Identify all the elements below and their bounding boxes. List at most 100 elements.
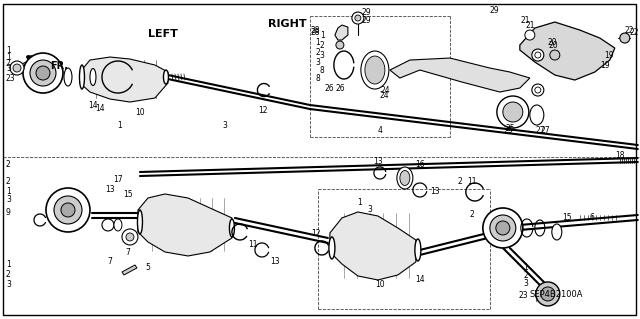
Ellipse shape	[552, 224, 562, 240]
Ellipse shape	[90, 69, 96, 85]
Ellipse shape	[365, 56, 385, 84]
Ellipse shape	[79, 65, 84, 89]
Text: LEFT: LEFT	[148, 29, 178, 39]
Text: 2: 2	[6, 58, 11, 68]
Text: 1: 1	[320, 31, 324, 40]
Polygon shape	[390, 58, 530, 92]
Text: 19: 19	[600, 61, 609, 70]
Circle shape	[496, 221, 510, 235]
Text: 23: 23	[6, 73, 15, 83]
Text: 3: 3	[6, 196, 11, 204]
Circle shape	[503, 102, 523, 122]
Text: 4: 4	[378, 125, 382, 135]
Circle shape	[532, 84, 544, 96]
Text: 13: 13	[373, 158, 383, 167]
Ellipse shape	[163, 70, 168, 84]
Text: 2: 2	[315, 48, 320, 56]
Text: 2: 2	[458, 177, 462, 187]
Circle shape	[483, 208, 523, 248]
Text: 15: 15	[123, 190, 132, 199]
Text: 2: 2	[523, 271, 528, 280]
Text: 29: 29	[362, 8, 371, 17]
Polygon shape	[80, 57, 168, 102]
Text: 6: 6	[590, 213, 595, 222]
Text: 2: 2	[6, 271, 11, 279]
Polygon shape	[520, 22, 615, 80]
Text: 20: 20	[548, 38, 557, 47]
Text: 17: 17	[113, 175, 123, 184]
Circle shape	[10, 61, 24, 75]
Text: 14: 14	[88, 100, 98, 109]
Circle shape	[36, 66, 50, 80]
Text: 7: 7	[108, 257, 113, 266]
Ellipse shape	[229, 219, 234, 237]
Ellipse shape	[530, 105, 544, 125]
Text: 11: 11	[467, 177, 477, 187]
Circle shape	[122, 229, 138, 245]
Circle shape	[525, 30, 535, 40]
Text: 13: 13	[105, 185, 115, 195]
Text: 10: 10	[375, 280, 385, 289]
Polygon shape	[138, 194, 232, 256]
Circle shape	[126, 233, 134, 241]
Ellipse shape	[329, 237, 335, 259]
Circle shape	[54, 196, 82, 224]
Text: 28: 28	[310, 27, 320, 37]
Text: 3: 3	[523, 279, 528, 288]
Text: 13: 13	[270, 257, 280, 266]
Text: 2: 2	[6, 177, 11, 187]
Ellipse shape	[397, 167, 413, 189]
Text: 18: 18	[615, 151, 625, 160]
Polygon shape	[330, 212, 416, 280]
Ellipse shape	[64, 68, 72, 86]
Text: 14: 14	[415, 276, 425, 285]
Text: 8: 8	[315, 73, 320, 83]
Text: 14: 14	[95, 104, 105, 113]
Circle shape	[490, 215, 516, 241]
Text: 3: 3	[367, 205, 372, 214]
Text: 29: 29	[490, 5, 499, 15]
Circle shape	[30, 60, 56, 86]
Text: 3: 3	[6, 63, 11, 72]
Polygon shape	[335, 25, 348, 40]
Text: 22: 22	[630, 27, 639, 37]
Text: 25: 25	[503, 125, 513, 135]
Text: 11: 11	[248, 241, 257, 249]
Text: 24: 24	[380, 91, 390, 100]
Text: 26: 26	[335, 84, 345, 93]
Circle shape	[23, 53, 63, 93]
Circle shape	[541, 287, 555, 301]
Text: 15: 15	[562, 213, 572, 222]
Circle shape	[536, 282, 560, 306]
Text: 25: 25	[505, 123, 515, 132]
Ellipse shape	[114, 219, 122, 231]
Polygon shape	[122, 265, 137, 275]
Text: 1: 1	[523, 263, 528, 272]
Text: 2: 2	[6, 160, 11, 169]
Text: 28: 28	[310, 26, 320, 34]
Text: 3: 3	[320, 50, 324, 60]
Text: 2: 2	[320, 41, 324, 49]
Text: 13: 13	[430, 188, 440, 197]
Text: 3: 3	[223, 121, 227, 130]
Text: 1: 1	[315, 38, 320, 47]
Circle shape	[550, 50, 560, 60]
Ellipse shape	[415, 239, 421, 261]
Text: 20: 20	[548, 41, 557, 49]
Text: 23: 23	[518, 292, 528, 300]
Text: 21: 21	[520, 16, 529, 25]
Text: 1: 1	[6, 261, 11, 270]
Text: 1: 1	[6, 46, 11, 55]
Text: 29: 29	[362, 16, 371, 25]
Text: 9: 9	[6, 209, 11, 218]
Circle shape	[13, 64, 21, 72]
Circle shape	[61, 203, 75, 217]
Text: 3: 3	[6, 280, 11, 289]
Circle shape	[46, 188, 90, 232]
Text: 26: 26	[324, 84, 334, 93]
Text: 2: 2	[470, 211, 474, 219]
Circle shape	[336, 41, 344, 49]
Text: RIGHT: RIGHT	[268, 19, 307, 29]
Text: 27: 27	[535, 125, 545, 135]
Text: 5: 5	[145, 263, 150, 272]
